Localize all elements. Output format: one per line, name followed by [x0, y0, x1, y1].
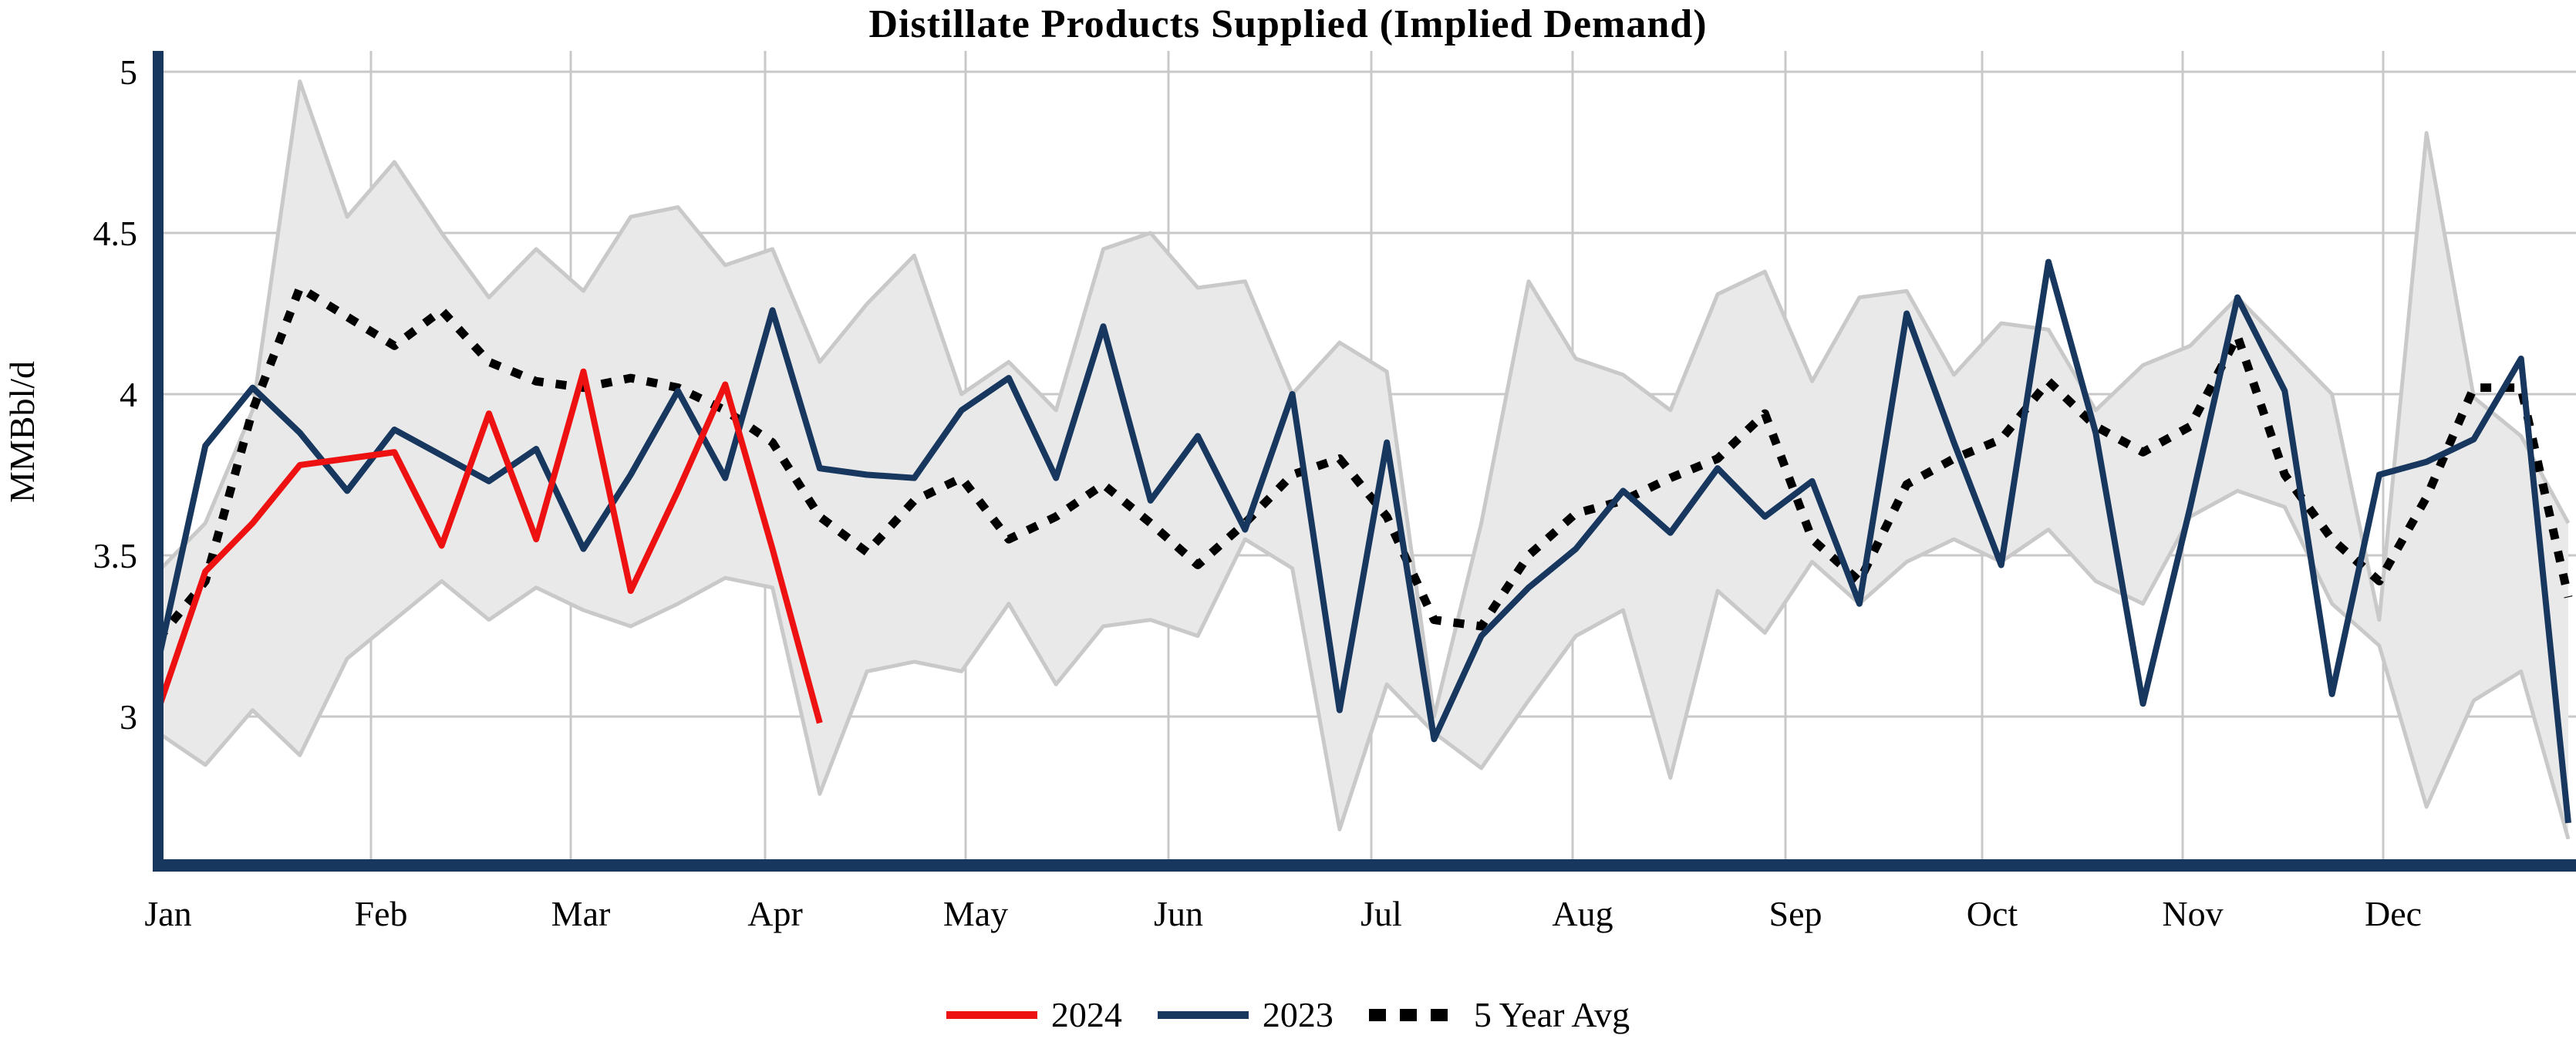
band-area [158, 81, 2568, 839]
chart-title: Distillate Products Supplied (Implied De… [868, 2, 1708, 46]
legend-swatch-2023 [1157, 1010, 1249, 1019]
x-tick-label-sep: Sep [1769, 894, 1822, 933]
x-axis-line [153, 859, 2576, 872]
data-series [154, 258, 2573, 824]
band-lower-edge [157, 488, 2571, 840]
legend-item-2024: 2024 [946, 994, 1122, 1035]
y-tick-label: 3.5 [93, 536, 138, 575]
x-tick-label-jan: Jan [144, 894, 191, 933]
legend-swatch-2024 [946, 1010, 1037, 1019]
y-tick-label: 4.5 [93, 214, 138, 253]
legend-item-2023: 2023 [1157, 994, 1334, 1035]
five-year-range-band [157, 79, 2571, 840]
series-line-2024 [155, 368, 823, 724]
axis-labels: 5 4.5 4 3.5 3 Jan Feb Mar Apr May Jun Jul Aug Sep Oct N… [93, 52, 2423, 933]
y-tick-label: 5 [120, 52, 137, 92]
legend-label-5yr-avg: 5 Year Avg [1473, 995, 1630, 1034]
legend: 2024 2023 5 Year Avg [0, 994, 2576, 1035]
x-tick-label-oct: Oct [1967, 894, 2018, 933]
x-tick-label-dec: Dec [2365, 894, 2422, 933]
x-tick-label-apr: Apr [747, 894, 803, 933]
y-axis-title: MMBbl/d [2, 361, 42, 503]
series-line-5-year-avg [154, 283, 2573, 643]
x-tick-label-nov: Nov [2162, 894, 2223, 933]
legend-swatch-5yr-avg [1368, 1008, 1460, 1021]
y-tick-label: 4 [120, 375, 137, 414]
axes [153, 51, 2576, 872]
series-line-2023 [155, 258, 2571, 824]
x-tick-label-feb: Feb [355, 894, 408, 933]
y-axis-line [153, 51, 164, 869]
x-tick-label-may: May [943, 894, 1008, 933]
legend-item-5yr-avg: 5 Year Avg [1368, 994, 1630, 1035]
x-tick-label-jul: Jul [1360, 894, 1402, 933]
y-tick-label: 3 [120, 697, 137, 737]
x-tick-label-jun: Jun [1154, 894, 1203, 933]
x-tick-label-aug: Aug [1552, 894, 1613, 933]
band-upper-edge [157, 79, 2571, 719]
x-tick-label-mar: Mar [551, 894, 611, 933]
legend-label-2023: 2023 [1262, 995, 1334, 1034]
legend-label-2024: 2024 [1050, 995, 1122, 1034]
